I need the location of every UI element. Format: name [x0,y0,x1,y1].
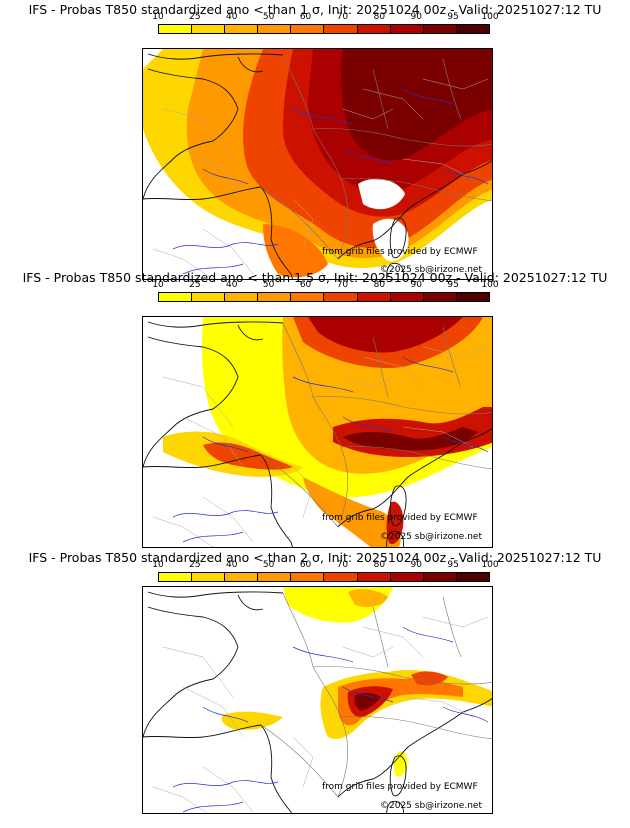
map-svg [143,317,492,547]
colorbar-swatch [257,573,291,581]
colorbar-swatch [356,573,390,581]
colorbar-tick-label: 50 [262,12,275,22]
colorbar-tick-label: 95 [447,12,459,22]
colorbar-tick-label: 100 [481,280,499,290]
credit-source: from grib files provided by ECMWF [322,782,478,792]
credit-source: from grib files provided by ECMWF [322,247,478,257]
colorbar-swatch [356,25,390,33]
colorbar-ticks: 10 25 40 50 60 70 80 90 95 100 [152,280,498,292]
colorbar-swatch [224,573,258,581]
colorbar-tick-label: 80 [373,12,386,22]
colorbar-tick-label: 80 [373,280,386,290]
colorbar-tick-label: 90 [410,12,422,22]
colorbar [158,572,490,582]
colorbar-swatch [257,25,291,33]
colorbar-swatch [455,573,489,581]
colorbar-tick-label: 10 [152,560,164,570]
colorbar-swatch [422,293,456,301]
colorbar-tick-label: 90 [410,280,422,290]
colorbar-tick-label: 100 [481,12,499,22]
map-svg [143,587,492,813]
colorbar-swatch [356,293,390,301]
map-svg [143,49,492,279]
colorbar [158,24,490,34]
colorbar-tick-label: 25 [189,280,201,290]
colorbar-swatch [290,573,324,581]
colorbar-swatch [257,293,291,301]
colorbar-tick-label: 95 [447,560,459,570]
credit-copyright: ©2025 sb@irizone.net [380,265,482,275]
colorbar-tick-label: 100 [481,560,499,570]
panel-title: IFS - Probas T850 standardized ano < tha… [28,2,602,17]
colorbar [158,292,490,302]
colorbar-tick-label: 10 [152,12,164,22]
probability-map [142,586,493,814]
credit-source: from grib files provided by ECMWF [322,513,478,523]
colorbar-swatch [191,25,225,33]
colorbar-tick-label: 25 [189,560,201,570]
colorbar-swatch [290,293,324,301]
colorbar-tick-label: 60 [299,12,312,22]
colorbar-tick-label: 95 [447,280,459,290]
colorbar-swatch [389,293,423,301]
colorbar-swatch [323,573,357,581]
colorbar-ticks: 10 25 40 50 60 70 80 90 95 100 [152,560,498,572]
colorbar-swatch [389,573,423,581]
colorbar-tick-label: 80 [373,560,386,570]
colorbar-ticks: 10 25 40 50 60 70 80 90 95 100 [152,12,498,24]
colorbar-swatch [422,573,456,581]
colorbar-swatch [323,293,357,301]
colorbar-tick-label: 40 [226,560,238,570]
colorbar-swatch [389,25,423,33]
colorbar-swatch [224,25,258,33]
panel-1: IFS - Probas T850 standardized ano < tha… [0,0,630,280]
panel-2: IFS - Probas T850 standardized ano < tha… [0,268,630,548]
probability-map [142,48,493,280]
colorbar-swatch [159,573,192,581]
panel-title: IFS - Probas T850 standardized ano < tha… [22,270,608,285]
colorbar-tick-label: 50 [262,560,275,570]
probability-field [143,49,492,278]
colorbar-swatch [159,293,192,301]
colorbar-swatch [323,25,357,33]
colorbar-tick-label: 40 [226,12,238,22]
panel-3: IFS - Probas T850 standardized ano < tha… [0,548,630,816]
colorbar-swatch [224,293,258,301]
credit-copyright: ©2025 sb@irizone.net [380,801,482,811]
colorbar-tick-label: 60 [299,280,312,290]
colorbar-swatch [191,293,225,301]
colorbar-tick-label: 90 [410,560,422,570]
colorbar-tick-label: 40 [226,280,238,290]
colorbar-swatch [290,25,324,33]
colorbar-swatch [159,25,192,33]
colorbar-swatch [455,293,489,301]
colorbar-swatch [191,573,225,581]
probability-field [163,317,492,547]
probability-field [221,587,492,777]
probability-map [142,316,493,548]
panel-title: IFS - Probas T850 standardized ano < tha… [28,550,602,565]
colorbar-tick-label: 50 [262,280,275,290]
colorbar-tick-label: 70 [336,560,349,570]
credit-copyright: ©2025 sb@irizone.net [380,532,482,542]
colorbar-tick-label: 60 [299,560,312,570]
colorbar-tick-label: 70 [336,12,349,22]
colorbar-tick-label: 10 [152,280,164,290]
colorbar-tick-label: 25 [189,12,201,22]
colorbar-swatch [422,25,456,33]
colorbar-swatch [455,25,489,33]
colorbar-tick-label: 70 [336,280,349,290]
